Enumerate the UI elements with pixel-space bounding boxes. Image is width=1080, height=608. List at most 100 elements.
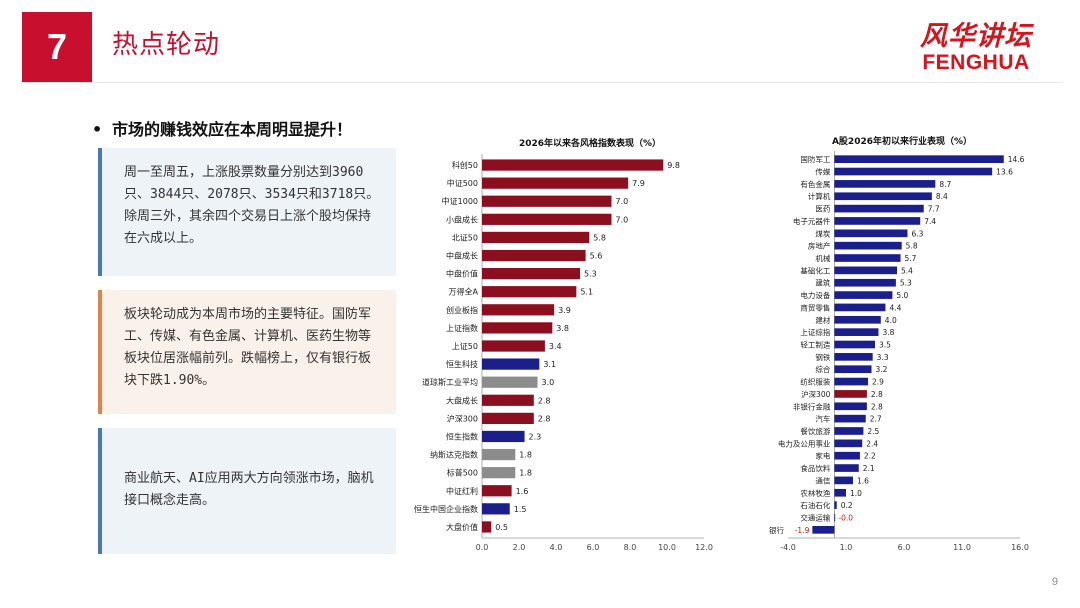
category-label: 电力设备: [800, 290, 830, 300]
value-label: 7.0: [616, 215, 629, 224]
bar-钢铁: [834, 353, 873, 361]
bar-通信: [834, 476, 853, 485]
value-label: 3.5: [879, 341, 891, 350]
value-label: 2.4: [866, 439, 878, 448]
category-label: 石油石化: [800, 500, 830, 510]
bar-沪深300: [834, 390, 867, 398]
bar-科创50: [482, 159, 664, 171]
bar-建筑: [834, 278, 896, 287]
value-label: -0.0: [838, 513, 853, 522]
value-label: 7.0: [616, 197, 629, 206]
bar-国防军工: [834, 155, 1004, 164]
value-label: 2.1: [863, 464, 875, 473]
category-label: 农林牧渔: [800, 488, 830, 498]
callout-box-advancers: 周一至周五，上涨股票数量分别达到3960只、3844只、2078只、3534只和…: [98, 148, 396, 276]
brand-logo: 风华讲坛 FENGHUA: [920, 14, 1032, 75]
value-label: 7.7: [928, 205, 940, 214]
category-label: 计算机: [808, 191, 831, 201]
bar-纺织服装: [834, 377, 869, 386]
slide-number-badge: 7: [22, 12, 92, 82]
value-label: 8.7: [939, 180, 951, 189]
x-tick-label: 4.0: [550, 543, 563, 552]
category-label: 建筑: [815, 278, 830, 288]
bar-纳斯达克指数: [482, 448, 516, 461]
value-label: 7.9: [632, 179, 645, 188]
section-headline: • 市场的赚钱效应在本周明显提升！: [92, 116, 352, 140]
value-label: 5.8: [593, 233, 606, 242]
value-label: 8.4: [936, 192, 948, 201]
bar-建材: [834, 315, 881, 324]
bar-有色金属: [834, 180, 936, 188]
bar-万得全A: [482, 286, 577, 298]
category-label: 汽车: [815, 414, 830, 424]
style-index-chart: 2026年以来各风格指数表现（%） 科创50 9.8 中证500 7.9 中证1000 7.…: [414, 137, 713, 552]
value-label: 3.2: [876, 365, 888, 374]
value-label: 5.6: [590, 252, 603, 261]
category-label: 纺织服装: [800, 377, 830, 387]
bar-房地产: [834, 241, 902, 250]
category-label: 国防军工: [800, 154, 830, 164]
category-label: 标普500: [447, 468, 478, 478]
category-label: 医药: [815, 204, 830, 214]
category-label: 家电: [815, 451, 830, 461]
x-tick-label: 2.0: [513, 543, 526, 552]
value-label: 1.8: [519, 469, 532, 478]
category-label: 上证综指: [800, 327, 830, 337]
bar-煤炭: [834, 229, 908, 238]
value-label: 2.2: [864, 452, 876, 461]
category-label: 非银行金融: [793, 401, 831, 411]
logo-cn-text: 风华讲坛: [920, 21, 1032, 52]
x-tick-label: 1.0: [840, 543, 853, 552]
value-label: 1.0: [850, 489, 862, 498]
x-tick-label: 12.0: [695, 543, 713, 552]
bar-基础化工: [834, 266, 898, 275]
category-label: 交通运输: [800, 512, 830, 522]
bar-电子元器件: [834, 217, 921, 225]
bar-传媒: [834, 167, 993, 176]
value-label: 5.3: [900, 279, 912, 288]
callout-text: 商业航天、AI应用两大方向领涨市场，脑机接口概念走高。: [124, 471, 374, 508]
bar-计算机: [834, 192, 932, 201]
category-label: 轻工制造: [800, 340, 830, 350]
value-label: 3.0: [542, 378, 555, 387]
bar-交通运输: [834, 513, 836, 522]
value-label: -1.9: [795, 526, 810, 535]
category-label: 上证50: [452, 342, 478, 351]
x-tick-label: 0.0: [476, 543, 489, 552]
value-label: 2.5: [867, 427, 879, 436]
bar-大盘价值: [482, 521, 492, 533]
category-label: 有色金属: [800, 179, 830, 189]
value-label: 1.5: [514, 505, 527, 514]
value-label: 5.4: [901, 266, 913, 275]
bar-中证1000: [482, 195, 612, 207]
bar-商贸零售: [834, 303, 886, 312]
category-label: 小盘成长: [446, 214, 478, 224]
bar-上证50: [482, 340, 545, 352]
category-label: 电力及公用事业: [778, 438, 831, 448]
category-label: 餐饮旅游: [800, 426, 830, 436]
callout-box-themes: 商业航天、AI应用两大方向领涨市场，脑机接口概念走高。: [98, 428, 396, 554]
category-label: 科创50: [452, 160, 478, 170]
value-label: 3.9: [558, 306, 571, 315]
bar-家电: [834, 451, 860, 460]
value-label: 5.3: [584, 270, 597, 279]
category-label: 商贸零售: [800, 302, 830, 312]
value-label: 2.8: [538, 414, 551, 423]
bar-小盘成长: [482, 213, 612, 225]
bar-中盘成长: [482, 249, 586, 262]
chart-title: 2026年以来各风格指数表现（%）: [519, 137, 661, 149]
bar-医药: [834, 204, 924, 213]
bar-中证500: [482, 177, 629, 189]
bar-恒生指数: [482, 430, 525, 443]
callout-text: 周一至周五，上涨股票数量分别达到3960只、3844只、2078只、3534只和…: [124, 165, 380, 246]
page-number: 9: [1051, 576, 1058, 588]
category-label: 机械: [815, 253, 830, 263]
bar-综合: [834, 365, 872, 374]
bar-餐饮旅游: [834, 427, 864, 435]
value-label: 3.3: [877, 353, 889, 362]
bar-电力设备: [834, 291, 893, 299]
category-label: 恒生中国企业指数: [414, 504, 478, 514]
category-label: 恒生指数: [446, 431, 478, 441]
bar-北证50: [482, 231, 590, 244]
bar-汽车: [834, 414, 866, 423]
